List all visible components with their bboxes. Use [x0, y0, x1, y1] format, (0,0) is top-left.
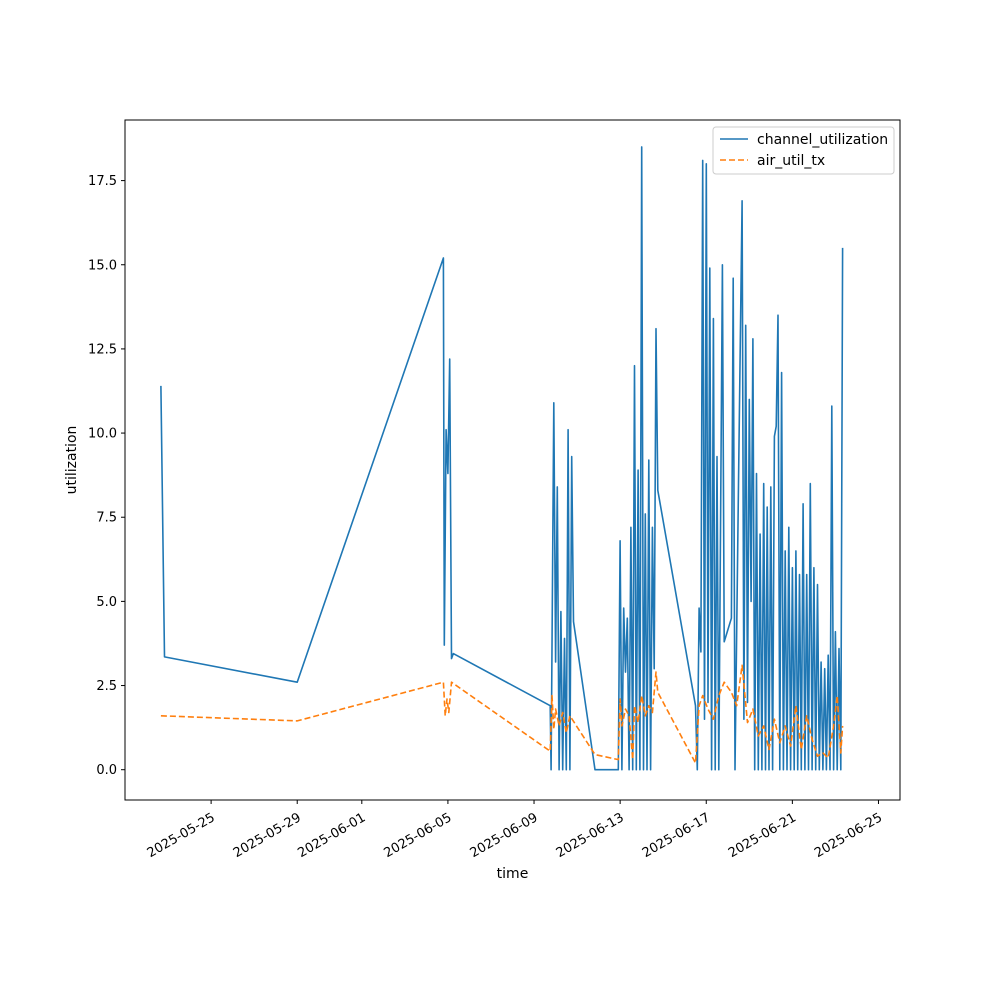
plot-lines [160, 146, 844, 771]
y-tick-label: 12.5 [88, 342, 117, 357]
x-tick-label: 2025-06-17 [640, 810, 713, 861]
x-axis-label: time [497, 866, 529, 882]
legend-label-air-util-tx: air_util_tx [757, 153, 825, 169]
x-tick-label: 2025-06-05 [382, 810, 455, 861]
y-tick-label: 10.0 [88, 427, 117, 442]
x-tick-label: 2025-06-21 [726, 810, 799, 861]
plot-frame [124, 119, 901, 801]
x-tick-label: 2025-06-09 [468, 810, 541, 861]
y-axis-ticks: 0.0 2.5 5.0 7.5 10.0 12.5 15.0 17.5 [88, 174, 125, 778]
series-line-air-util-tx [160, 664, 844, 764]
x-tick-label: 2025-05-25 [145, 810, 218, 861]
y-tick-label: 2.5 [96, 679, 117, 694]
y-tick-label: 5.0 [96, 595, 117, 610]
series-line-channel-utilization [160, 146, 844, 771]
y-tick-label: 15.0 [88, 258, 117, 273]
x-tick-label: 2025-06-25 [812, 810, 885, 861]
y-tick-label: 17.5 [88, 174, 117, 189]
x-tick-label: 2025-05-29 [231, 810, 304, 861]
x-tick-label: 2025-06-01 [295, 810, 368, 861]
legend-box [712, 126, 895, 175]
legend: channel_utilization air_util_tx [712, 126, 895, 175]
legend-label-channel-utilization: channel_utilization [757, 132, 888, 148]
x-tick-label: 2025-06-13 [554, 810, 627, 861]
y-tick-label: 0.0 [96, 763, 117, 778]
y-axis-label: utilization [64, 426, 80, 495]
y-tick-label: 7.5 [96, 511, 117, 526]
